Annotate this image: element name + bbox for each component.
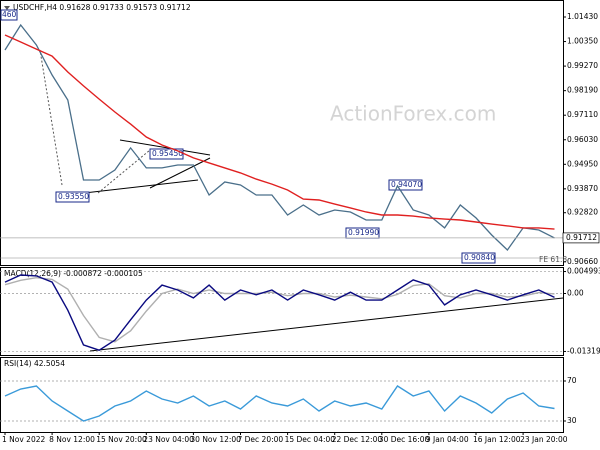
y-tick-label: 0.90660 — [567, 257, 598, 266]
annotation: 0.91990 — [348, 228, 379, 237]
watermark: ActionForex.com — [330, 102, 496, 126]
macd-title: MACD(12,26,9) -0.000872 -0.000105 — [4, 269, 143, 278]
trend-line — [119, 139, 211, 156]
annotation: 0.95450 — [152, 149, 183, 158]
x-tick-label: 15 Nov 20:00 — [96, 435, 147, 444]
fib-line — [39, 49, 63, 186]
x-tick-label: 9 Jan 04:00 — [426, 435, 469, 444]
rsi-panel — [0, 357, 564, 433]
price-panel — [0, 0, 564, 266]
annotation: 0.93550 — [58, 192, 89, 201]
x-tick-label: 30 Dec 16:00 — [379, 435, 430, 444]
series-line — [4, 276, 555, 343]
x-tick-label: 1 Nov 2022 — [2, 435, 45, 444]
y-tick-label: 1.00350 — [567, 37, 598, 46]
rsi-title: RSI(14) 42.5054 — [4, 359, 65, 368]
series-line — [4, 274, 555, 351]
y-tick-label: -0.013193 — [567, 346, 600, 355]
x-tick-label: 15 Dec 04:00 — [285, 435, 336, 444]
x-tick-label: 7 Dec 20:00 — [238, 435, 284, 444]
annotation-box — [388, 179, 423, 191]
x-tick-label: 16 Jan 12:00 — [473, 435, 521, 444]
trend-line — [149, 157, 211, 189]
header-icon — [4, 6, 10, 10]
annotation-box — [55, 191, 90, 203]
series-line — [4, 385, 555, 422]
y-tick-label: 0.92820 — [567, 208, 598, 217]
annotation-box — [461, 252, 496, 264]
macd-panel — [0, 267, 564, 356]
series-line — [4, 34, 555, 230]
y-tick-label: 0.97110 — [567, 110, 598, 119]
y-tick-label: 70 — [567, 376, 577, 385]
y-tick-label: 0.93870 — [567, 184, 598, 193]
current-price-box — [562, 232, 600, 244]
annotation: 460 — [2, 10, 17, 19]
y-tick-label: 0.96030 — [567, 135, 598, 144]
annotation: 0.90840 — [464, 253, 495, 262]
x-tick-label: 30 Nov 12:00 — [190, 435, 241, 444]
y-tick-label: 30 — [567, 416, 577, 425]
y-tick-label: 0.004993 — [567, 267, 600, 276]
x-tick-label: 22 Dec 12:00 — [332, 435, 383, 444]
y-tick-label: 0.94950 — [567, 159, 598, 168]
current-price-label: 0.91712 — [566, 233, 597, 242]
y-tick-label: 1.01430 — [567, 12, 598, 21]
macd-trend-line — [89, 297, 564, 352]
annotation: FE 61.8 — [539, 255, 567, 264]
fib-line — [97, 149, 151, 194]
y-tick-label: 0.98190 — [567, 86, 598, 95]
chart-title: USDCHF,H4 0.91628 0.91733 0.91573 0.9171… — [13, 3, 191, 12]
annotation-box — [0, 9, 18, 21]
x-tick-label: 8 Nov 12:00 — [49, 435, 95, 444]
y-tick-label: 0.00 — [567, 288, 584, 297]
series-line — [4, 23, 555, 251]
x-tick-label: 23 Nov 04:00 — [143, 435, 194, 444]
y-tick-label: 0.99270 — [567, 61, 598, 70]
x-tick-label: 23 Jan 20:00 — [520, 435, 568, 444]
annotation: 0.94070 — [391, 180, 422, 189]
